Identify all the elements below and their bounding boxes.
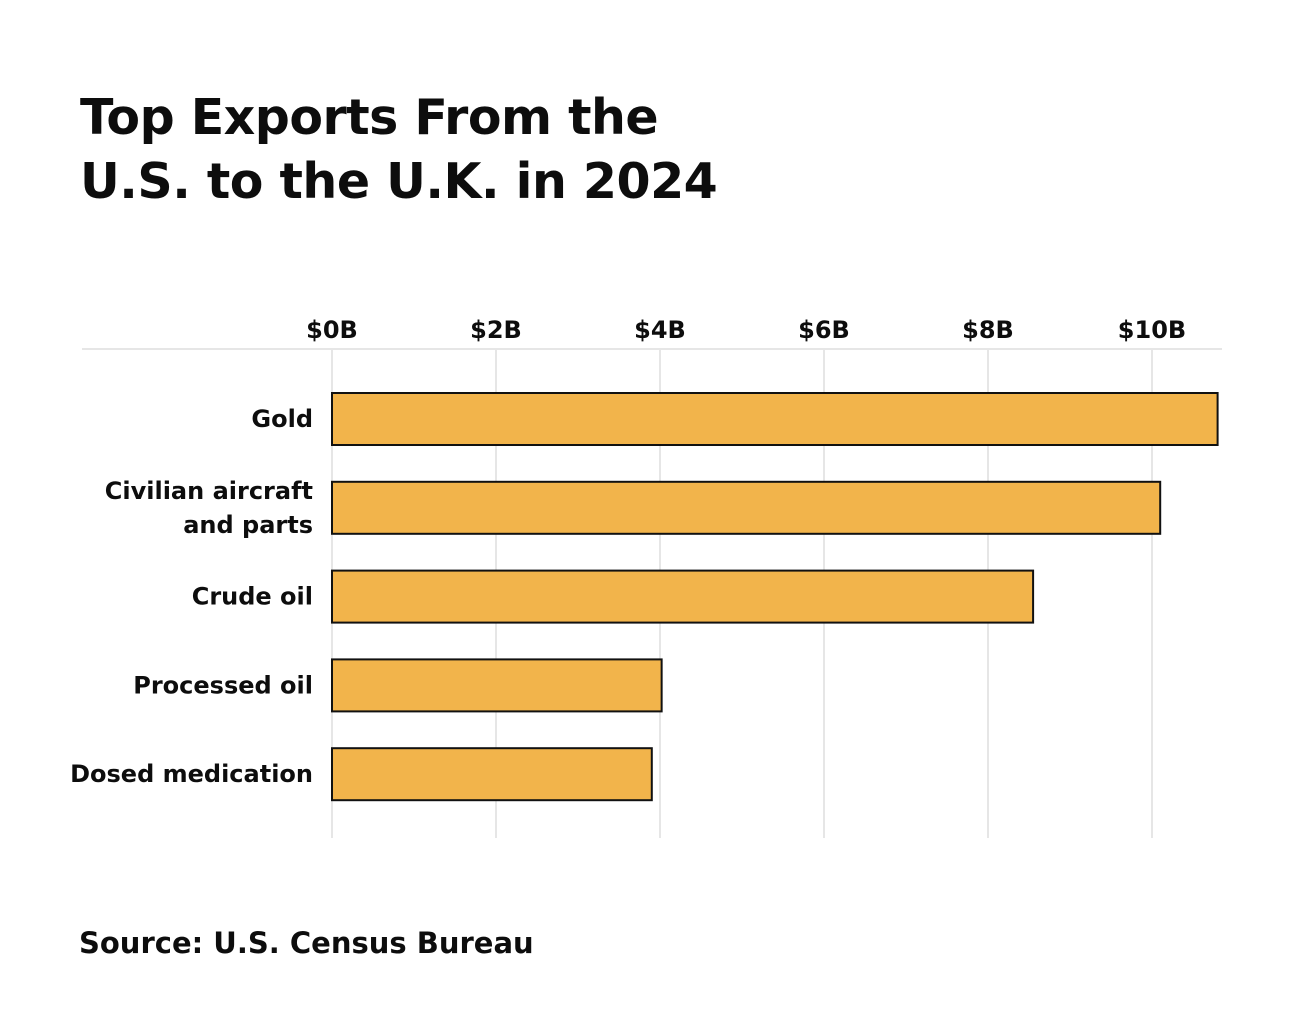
chart-title-line-2: U.S. to the U.K. in 2024: [80, 153, 718, 210]
bar: [331, 392, 1219, 446]
category-label: Crude oil: [192, 583, 313, 611]
x-tick-label: $0B: [306, 316, 358, 344]
bar: [331, 658, 663, 713]
category-label: Dosed medication: [70, 760, 313, 788]
x-tick-label: $8B: [962, 316, 1014, 344]
category-label-line: Dosed medication: [70, 760, 313, 788]
category-label-line: Civilian aircraft: [105, 477, 313, 505]
category-label-line: and parts: [183, 511, 313, 539]
category-label: Civilian aircraft and parts: [105, 477, 313, 539]
category-label-line: Crude oil: [192, 583, 313, 611]
x-tick-label: $10B: [1118, 316, 1186, 344]
chart-title: Top Exports From the U.S. to the U.K. in…: [80, 86, 980, 214]
category-label: Processed oil: [133, 671, 313, 699]
category-label-line: Gold: [251, 405, 313, 433]
x-tick-label: $4B: [634, 316, 686, 344]
bar: [331, 747, 653, 802]
category-label: Gold: [251, 405, 313, 433]
x-tick-label: $2B: [470, 316, 522, 344]
chart-title-line-1: Top Exports From the: [80, 89, 659, 146]
source-note: Source: U.S. Census Bureau: [79, 926, 534, 960]
bar: [331, 480, 1162, 535]
bar: [331, 569, 1035, 624]
category-label-line: Processed oil: [133, 671, 313, 699]
x-tick-label: $6B: [798, 316, 850, 344]
